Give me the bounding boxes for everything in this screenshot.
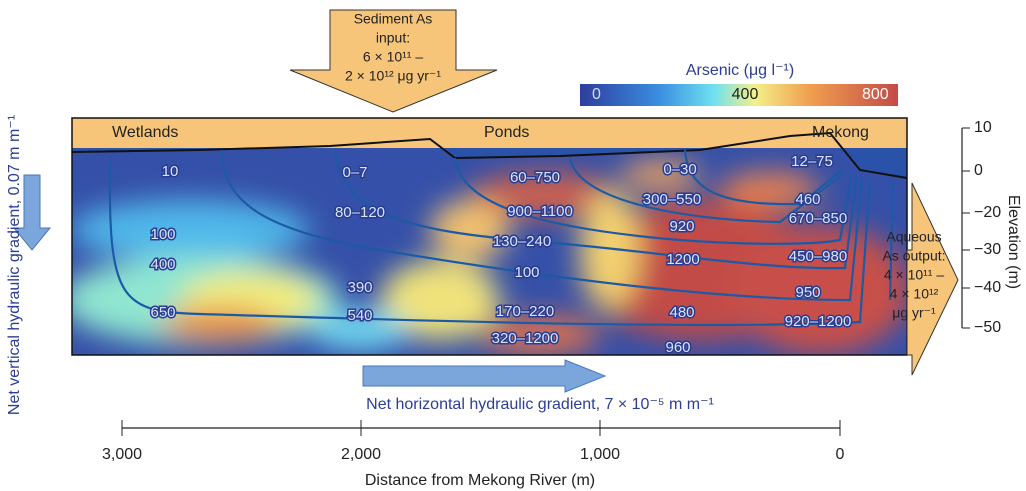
concentration-label: 320–1200 bbox=[492, 330, 559, 347]
elevation-tick-label: −50 bbox=[974, 319, 1001, 336]
horizontal-gradient: Net horizontal hydraulic gradient, 7 × 1… bbox=[366, 396, 714, 413]
elevation-tick-label: −20 bbox=[974, 204, 1001, 221]
concentration-label: 100 bbox=[514, 264, 539, 281]
input-line: 6 × 10¹¹ – bbox=[363, 49, 424, 65]
distance-tick-label: 1,000 bbox=[580, 446, 620, 463]
elevation-tick-label: −40 bbox=[974, 279, 1001, 296]
input-line: input: bbox=[376, 30, 410, 46]
concentration-label: 960 bbox=[665, 339, 690, 356]
distance-axis: 3,000 2,000 1,000 0 bbox=[102, 420, 845, 463]
output-line: As output: bbox=[882, 248, 945, 264]
concentration-label: 12–75 bbox=[791, 153, 833, 170]
concentration-label: 950 bbox=[795, 284, 820, 301]
output-line: 4 × 10¹² bbox=[890, 286, 939, 302]
concentration-label: 450–980 bbox=[789, 248, 847, 265]
concentration-label: 540 bbox=[347, 307, 372, 324]
concentration-label: 920 bbox=[669, 218, 694, 235]
elevation-tick-label: 10 bbox=[974, 119, 992, 136]
vertical-gradient: Net vertical hydraulic gradient, 0.07 m … bbox=[6, 115, 23, 415]
diagram: Sediment As input: 6 × 10¹¹ – 2 × 10¹² μg y… bbox=[0, 0, 1026, 491]
input-line: Sediment As bbox=[354, 11, 433, 27]
concentration-label: 650 bbox=[150, 304, 175, 321]
concentration-label: 10 bbox=[162, 163, 179, 180]
output-line: μg yr⁻¹ bbox=[892, 305, 936, 321]
concentration-label: 170–220 bbox=[496, 303, 554, 320]
output-line: Aqueous bbox=[886, 229, 941, 245]
concentration-label: 100 bbox=[150, 226, 175, 243]
horizontal-arrow bbox=[363, 360, 605, 392]
concentration-label: 460 bbox=[795, 191, 820, 208]
concentration-label: 900–1100 bbox=[507, 203, 573, 220]
concentration-label: 670–850 bbox=[789, 210, 847, 227]
concentration-label: 60–750 bbox=[510, 169, 560, 186]
concentration-label: 920–1200 bbox=[785, 313, 852, 330]
input-line: 2 × 10¹² μg yr⁻¹ bbox=[345, 68, 441, 84]
colorbar-tick: 0 bbox=[592, 86, 601, 103]
concentration-label: 480 bbox=[669, 304, 694, 321]
concentration-label: 0–30 bbox=[663, 161, 696, 178]
distance-tick-label: 0 bbox=[836, 446, 845, 463]
concentration-label: 130–240 bbox=[493, 233, 551, 250]
distance-tick-label: 2,000 bbox=[341, 446, 381, 463]
colorbar-tick: 800 bbox=[862, 86, 889, 103]
output-line: 4 × 10¹¹ – bbox=[884, 267, 945, 283]
distance-tick-label: 3,000 bbox=[102, 446, 142, 463]
concentration-label: 400 bbox=[150, 256, 175, 273]
concentration-label: 80–120 bbox=[335, 204, 385, 221]
concentration-label: 1200 bbox=[666, 251, 699, 268]
colorbar-title: Arsenic (μg l⁻¹) bbox=[686, 62, 794, 79]
zone-label: Wetlands bbox=[112, 124, 178, 141]
elevation-title: Elevation (m) bbox=[1005, 195, 1022, 289]
elevation-tick-label: 0 bbox=[974, 162, 983, 179]
concentration-label: 300–550 bbox=[643, 191, 701, 208]
elevation-axis: 10 0 −20 −30 −40 −50 bbox=[962, 119, 1001, 336]
zone-label: Ponds bbox=[484, 124, 529, 141]
elevation-tick-label: −30 bbox=[974, 241, 1001, 258]
distance-title: Distance from Mekong River (m) bbox=[365, 472, 595, 489]
colorbar-tick: 400 bbox=[732, 86, 759, 103]
zone-label: Mekong bbox=[812, 124, 869, 141]
concentration-label: 0–7 bbox=[342, 164, 367, 181]
concentration-label: 390 bbox=[347, 279, 372, 296]
